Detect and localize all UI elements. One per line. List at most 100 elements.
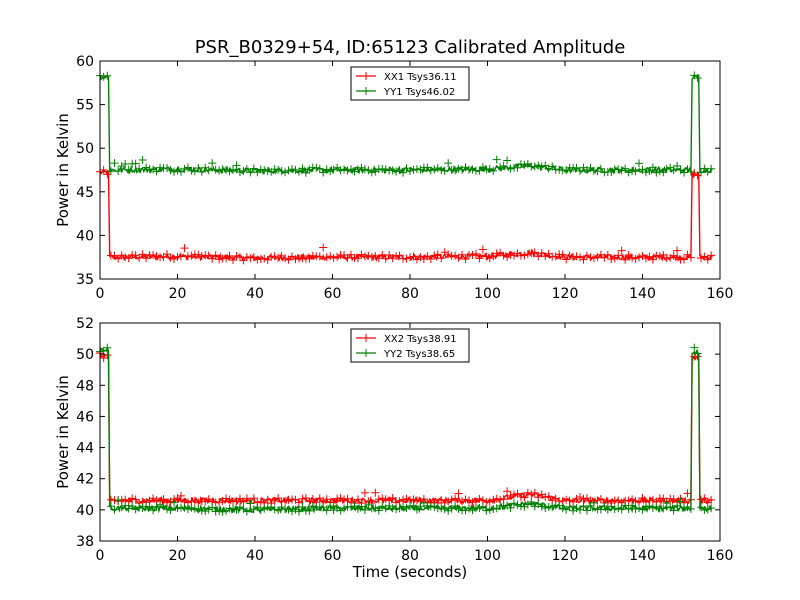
data-point [669, 251, 678, 260]
legend: XX2 Tsys38.91 YY2 Tsys38.65 [350, 328, 470, 363]
data-point [475, 494, 484, 503]
data-point [635, 497, 644, 506]
data-point [648, 163, 657, 172]
data-point [215, 498, 224, 507]
x-tick-label: 100 [474, 548, 501, 564]
data-point [225, 251, 234, 260]
data-point [149, 494, 158, 503]
data-point [433, 250, 442, 259]
data-point [572, 252, 581, 261]
data-point [187, 251, 196, 260]
data-point [444, 497, 453, 506]
data-point [582, 506, 591, 515]
data-point [426, 502, 435, 511]
data-point [624, 168, 633, 177]
data-point [548, 503, 557, 512]
data-point [589, 254, 598, 263]
data-point [537, 162, 546, 171]
data-point [329, 498, 338, 507]
data-point [246, 254, 255, 263]
data-point [215, 166, 224, 175]
data-point [260, 166, 269, 175]
y-tick-label: 55 [76, 98, 94, 114]
series-1-line [96, 166, 716, 265]
data-point [353, 254, 362, 263]
data-point [516, 492, 525, 501]
data-point [499, 161, 508, 170]
data-point [628, 501, 637, 510]
data-point [242, 507, 251, 516]
data-point [537, 502, 546, 511]
data-point [648, 255, 657, 264]
data-point [600, 502, 609, 511]
data-point [204, 251, 213, 260]
data-point [263, 495, 272, 504]
data-point [106, 502, 115, 511]
data-point [614, 165, 623, 174]
data-point [305, 165, 314, 174]
data-point [631, 505, 640, 514]
x-tick-label: 20 [169, 286, 187, 302]
data-point [170, 498, 179, 507]
data-point [277, 167, 286, 176]
data-point [208, 159, 217, 168]
data-point [135, 503, 144, 512]
data-point [249, 494, 258, 503]
data-point [274, 253, 283, 262]
data-point [121, 160, 130, 169]
data-point [645, 166, 654, 175]
data-point [329, 165, 338, 174]
data-point [218, 165, 227, 174]
data-point [669, 506, 678, 515]
data-point [444, 159, 453, 168]
data-point [253, 255, 262, 264]
data-point [288, 165, 297, 174]
data-point [260, 254, 269, 263]
data-point [576, 505, 585, 514]
data-point [485, 164, 494, 173]
data-point [340, 165, 349, 174]
data-point [190, 504, 199, 513]
data-point [652, 502, 661, 511]
data-point [374, 495, 383, 504]
data-point [211, 507, 220, 516]
data-point [392, 252, 401, 261]
data-point [430, 251, 439, 260]
y-tick-label: 35 [76, 272, 94, 288]
data-point [603, 505, 612, 514]
data-point [662, 499, 671, 508]
data-point [621, 501, 630, 510]
data-point [110, 505, 119, 514]
data-point [270, 165, 279, 174]
data-point [110, 159, 119, 168]
data-point [336, 166, 345, 175]
data-point [156, 163, 165, 172]
data-point [558, 496, 567, 505]
data-point [353, 165, 362, 174]
data-point [138, 250, 147, 259]
data-point [135, 164, 144, 173]
data-point [235, 168, 244, 177]
data-point [274, 494, 283, 503]
data-point [381, 165, 390, 174]
x-axis-label: Time (seconds) [352, 563, 468, 581]
data-point [607, 255, 616, 264]
data-point [527, 490, 536, 499]
data-point [135, 253, 144, 262]
data-point [392, 167, 401, 176]
data-point [128, 502, 137, 511]
data-point [277, 503, 286, 512]
data-point [340, 495, 349, 504]
data-point [506, 503, 515, 512]
x-tick-label: 20 [169, 548, 187, 564]
chart-1: PSR_B0329+54, ID:65123 Calibrated Amplit… [54, 37, 733, 302]
data-point [294, 167, 303, 176]
data-point [624, 496, 633, 505]
data-point [621, 164, 630, 173]
data-point [322, 506, 331, 515]
data-point [586, 253, 595, 262]
data-point [232, 251, 241, 260]
data-point [516, 160, 525, 169]
data-point [558, 250, 567, 259]
